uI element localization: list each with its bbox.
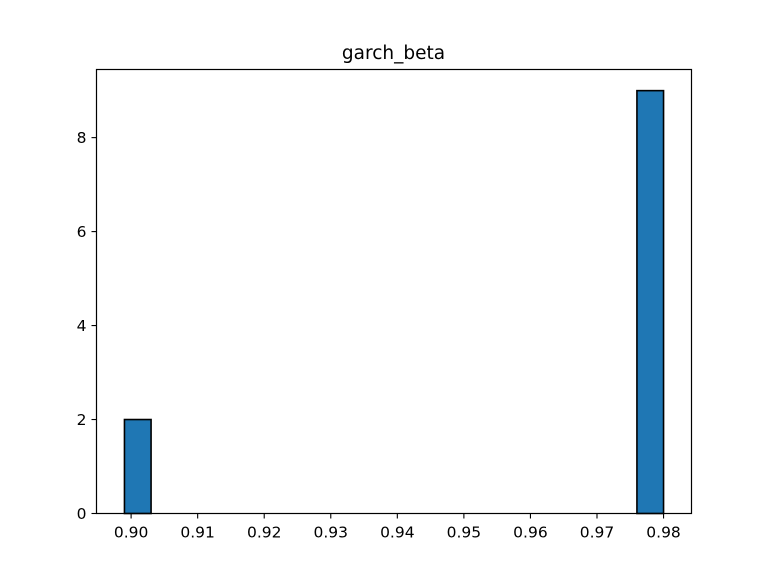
- y-tick-label: 6: [77, 223, 87, 241]
- y-tick-label: 0: [77, 505, 87, 523]
- x-tick-label: 0.90: [114, 524, 149, 542]
- x-tick-label: 0.92: [247, 524, 282, 542]
- x-tick-label: 0.93: [314, 524, 349, 542]
- y-axis: 0 2 4 6 8: [77, 129, 97, 523]
- histogram-bar: [123, 418, 152, 515]
- bars-group: [123, 89, 665, 515]
- histogram-bar: [636, 89, 665, 515]
- x-tick-label: 0.95: [447, 524, 482, 542]
- x-tick-label: 0.97: [580, 524, 615, 542]
- x-tick-label: 0.91: [180, 524, 215, 542]
- x-axis: 0.90 0.91 0.92 0.93 0.94 0.95 0.96 0.97 0.98: [114, 513, 681, 542]
- y-tick-label: 4: [77, 317, 87, 335]
- chart-title: garch_beta: [342, 43, 445, 64]
- y-tick-label: 2: [77, 411, 87, 429]
- x-tick-label: 0.96: [513, 524, 548, 542]
- y-tick-label: 8: [77, 129, 87, 147]
- x-tick-label: 0.94: [380, 524, 415, 542]
- plot-frame: [95, 68, 693, 515]
- x-tick-label: 0.98: [646, 524, 681, 542]
